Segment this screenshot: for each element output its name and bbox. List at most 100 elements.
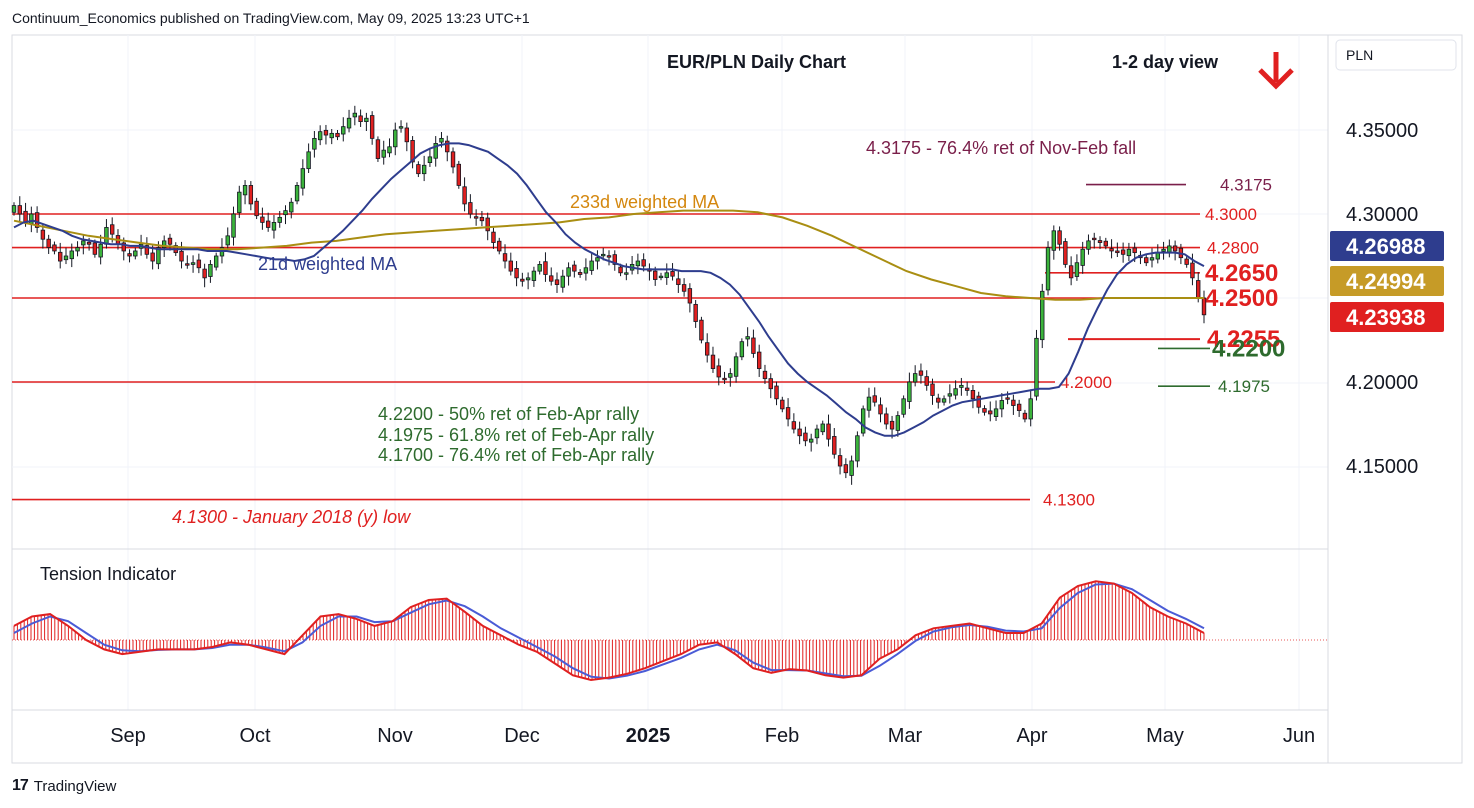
- candle-up: [733, 356, 739, 377]
- candle: [577, 269, 583, 278]
- candle-up: [208, 263, 213, 277]
- candle-down: [1103, 240, 1108, 247]
- price-badge-label: 4.23938: [1346, 305, 1426, 330]
- candle-up: [1051, 230, 1056, 251]
- candle-down: [670, 271, 675, 277]
- candle: [289, 197, 294, 219]
- candle-down: [86, 241, 92, 245]
- candle: [231, 206, 236, 246]
- candle-up: [1161, 248, 1166, 252]
- candle-up: [439, 137, 444, 143]
- candle: [508, 252, 513, 276]
- candle: [237, 185, 242, 219]
- candle: [566, 262, 571, 286]
- candle-up: [346, 117, 352, 129]
- candle: [92, 239, 98, 258]
- candle: [1016, 399, 1022, 417]
- candle-down: [936, 397, 941, 403]
- candle-up: [814, 428, 820, 439]
- candle: [757, 344, 762, 377]
- candle: [1057, 226, 1062, 251]
- candle-down: [982, 408, 987, 413]
- currency-box[interactable]: [1335, 39, 1457, 71]
- time-axis: Sep Oct Nov Dec 2025 Feb Mar Apr May Jun: [110, 725, 1315, 747]
- candle-up: [231, 213, 236, 238]
- candle: [912, 365, 918, 387]
- candle: [335, 130, 340, 141]
- candle: [1109, 239, 1114, 259]
- candle-down: [716, 365, 721, 378]
- candle: [959, 377, 964, 396]
- candle: [1172, 240, 1178, 261]
- fib-50-annotation: 4.2200 - 50% ret of Feb-Apr rally: [378, 404, 639, 424]
- candle: [970, 385, 976, 409]
- candle-up: [560, 275, 565, 288]
- candle-up: [237, 191, 242, 214]
- candle: [947, 384, 953, 404]
- candle: [1063, 238, 1068, 268]
- candle: [901, 395, 906, 418]
- candle: [213, 252, 219, 271]
- short-level-label: 4.2200: [1212, 335, 1285, 362]
- y-tick-label: 4.35000: [1346, 120, 1418, 142]
- candle-down: [878, 404, 883, 415]
- candle-down: [375, 139, 381, 159]
- candle: [63, 247, 69, 265]
- candle-up: [860, 408, 866, 434]
- level-label: 4.2800: [1207, 239, 1259, 258]
- candle: [705, 333, 710, 363]
- candle: [889, 415, 895, 439]
- candle-down: [46, 238, 51, 248]
- candle: [1068, 256, 1074, 286]
- candle-down: [676, 278, 681, 285]
- candle: [69, 243, 74, 268]
- footer-brand[interactable]: TradingView: [33, 777, 117, 795]
- candle: [699, 316, 704, 344]
- candle-down: [202, 268, 207, 279]
- candle-up: [808, 438, 814, 443]
- candle-down: [456, 163, 461, 186]
- candle: [1040, 283, 1045, 349]
- candle: [202, 263, 207, 288]
- ma21-line: [13, 142, 1205, 437]
- candle: [11, 202, 17, 216]
- candle-down: [710, 354, 716, 369]
- candle: [167, 233, 173, 251]
- candle-up: [421, 164, 427, 175]
- candle: [791, 413, 797, 434]
- x-tick-label: Feb: [765, 725, 799, 747]
- candle-up: [624, 272, 629, 275]
- candle: [445, 135, 450, 162]
- candle: [312, 131, 317, 158]
- candle: [375, 136, 381, 162]
- candle: [265, 212, 271, 232]
- candle-down: [768, 378, 773, 390]
- candle-up: [1074, 262, 1080, 277]
- candle: [502, 244, 508, 269]
- candle-up: [427, 156, 433, 163]
- candle: [1120, 242, 1126, 263]
- candle: [497, 237, 502, 255]
- candle: [860, 405, 866, 437]
- candle-up: [664, 272, 669, 278]
- candle-down: [832, 436, 837, 455]
- candle: [1045, 241, 1051, 296]
- candle-up: [190, 262, 196, 265]
- candle-up: [156, 247, 161, 265]
- candle: [549, 267, 554, 286]
- candle-down: [491, 231, 496, 243]
- candle: [410, 136, 415, 169]
- candle: [589, 252, 594, 275]
- currency-label: PLN: [1346, 47, 1373, 63]
- candle: [930, 378, 935, 405]
- price-badge: [1330, 302, 1444, 332]
- candle-up: [537, 263, 542, 272]
- candle: [456, 160, 461, 189]
- candle-down: [653, 270, 658, 280]
- candle-up: [855, 435, 860, 462]
- candle: [982, 405, 987, 416]
- candle-down: [450, 151, 456, 168]
- candle-down: [930, 383, 935, 396]
- candle-down: [485, 217, 490, 232]
- candle-down: [826, 423, 831, 440]
